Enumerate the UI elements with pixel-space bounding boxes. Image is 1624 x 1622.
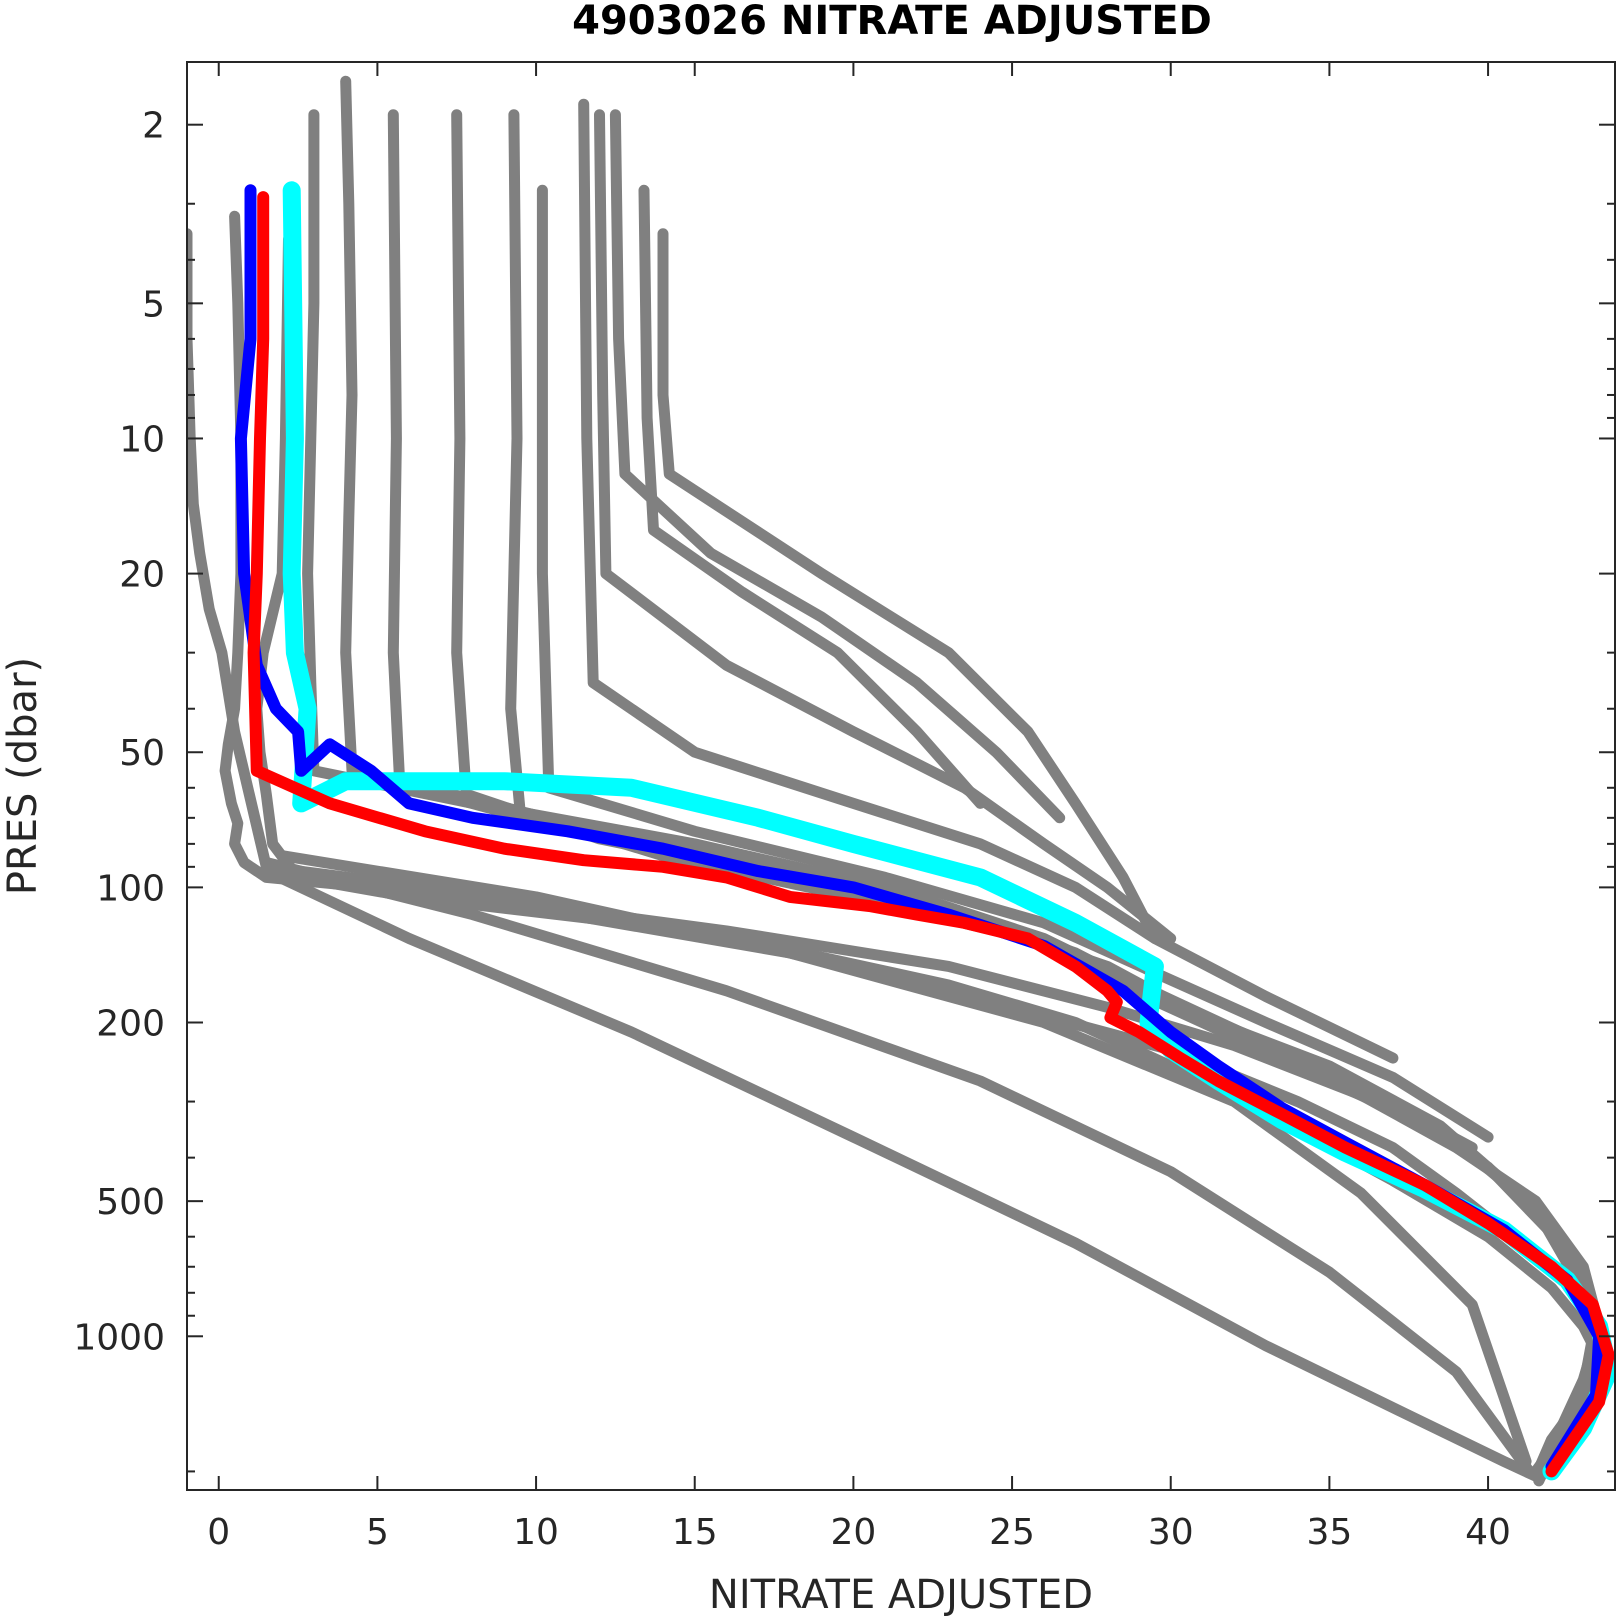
x-tick-label: 0 — [207, 1512, 230, 1553]
y-tick-label: 50 — [119, 733, 165, 774]
y-tick-label: 5 — [142, 284, 165, 325]
x-axis-label: NITRATE ADJUSTED — [709, 1572, 1093, 1618]
y-tick-label: 500 — [96, 1182, 165, 1223]
gray-profile-line-7 — [536, 184, 1494, 1143]
y-axis-label: PRES (dbar) — [0, 657, 46, 895]
x-tick-label: 10 — [513, 1512, 559, 1553]
gray-profile-line-12 — [657, 228, 1161, 944]
gray-profile-line-11 — [638, 184, 986, 809]
x-tick-label: 15 — [672, 1512, 718, 1553]
gray-profile-line-14 — [260, 865, 1542, 1482]
chart-title: 4903026 NITRATE ADJUSTED — [572, 0, 1212, 44]
x-tick-label: 40 — [1465, 1512, 1511, 1553]
x-tick-label: 25 — [989, 1512, 1035, 1553]
gray-profile-line-6 — [505, 109, 1478, 1154]
x-axis: 0 5 10 15 20 25 30 35 40 — [207, 62, 1511, 1553]
gray-profile-line-16 — [276, 850, 1532, 1467]
gray-profile-line-15 — [260, 857, 1535, 1477]
plot-area — [187, 75, 1615, 1487]
y-axis: 2 5 10 20 50 100 200 500 1000 — [73, 106, 1615, 1473]
y-tick-label: 100 — [96, 868, 165, 909]
gray-profile-line-8 — [578, 98, 1399, 1064]
gray-profile-line-9 — [594, 109, 1177, 944]
x-tick-label: 30 — [1148, 1512, 1194, 1553]
y-tick-label: 20 — [119, 555, 165, 596]
profile-line-3 — [247, 191, 1615, 1478]
y-tick-label: 10 — [119, 419, 165, 460]
y-tick-label: 1000 — [73, 1317, 165, 1358]
axes-frame — [186, 61, 1616, 1491]
gray-profile-line-10 — [609, 109, 1066, 824]
series-layer — [187, 75, 1615, 1487]
x-tick-label: 20 — [830, 1512, 876, 1553]
x-tick-label: 5 — [366, 1512, 389, 1553]
y-tick-label: 2 — [142, 106, 165, 147]
y-tick-label: 200 — [96, 1004, 165, 1045]
x-tick-label: 35 — [1306, 1512, 1352, 1553]
